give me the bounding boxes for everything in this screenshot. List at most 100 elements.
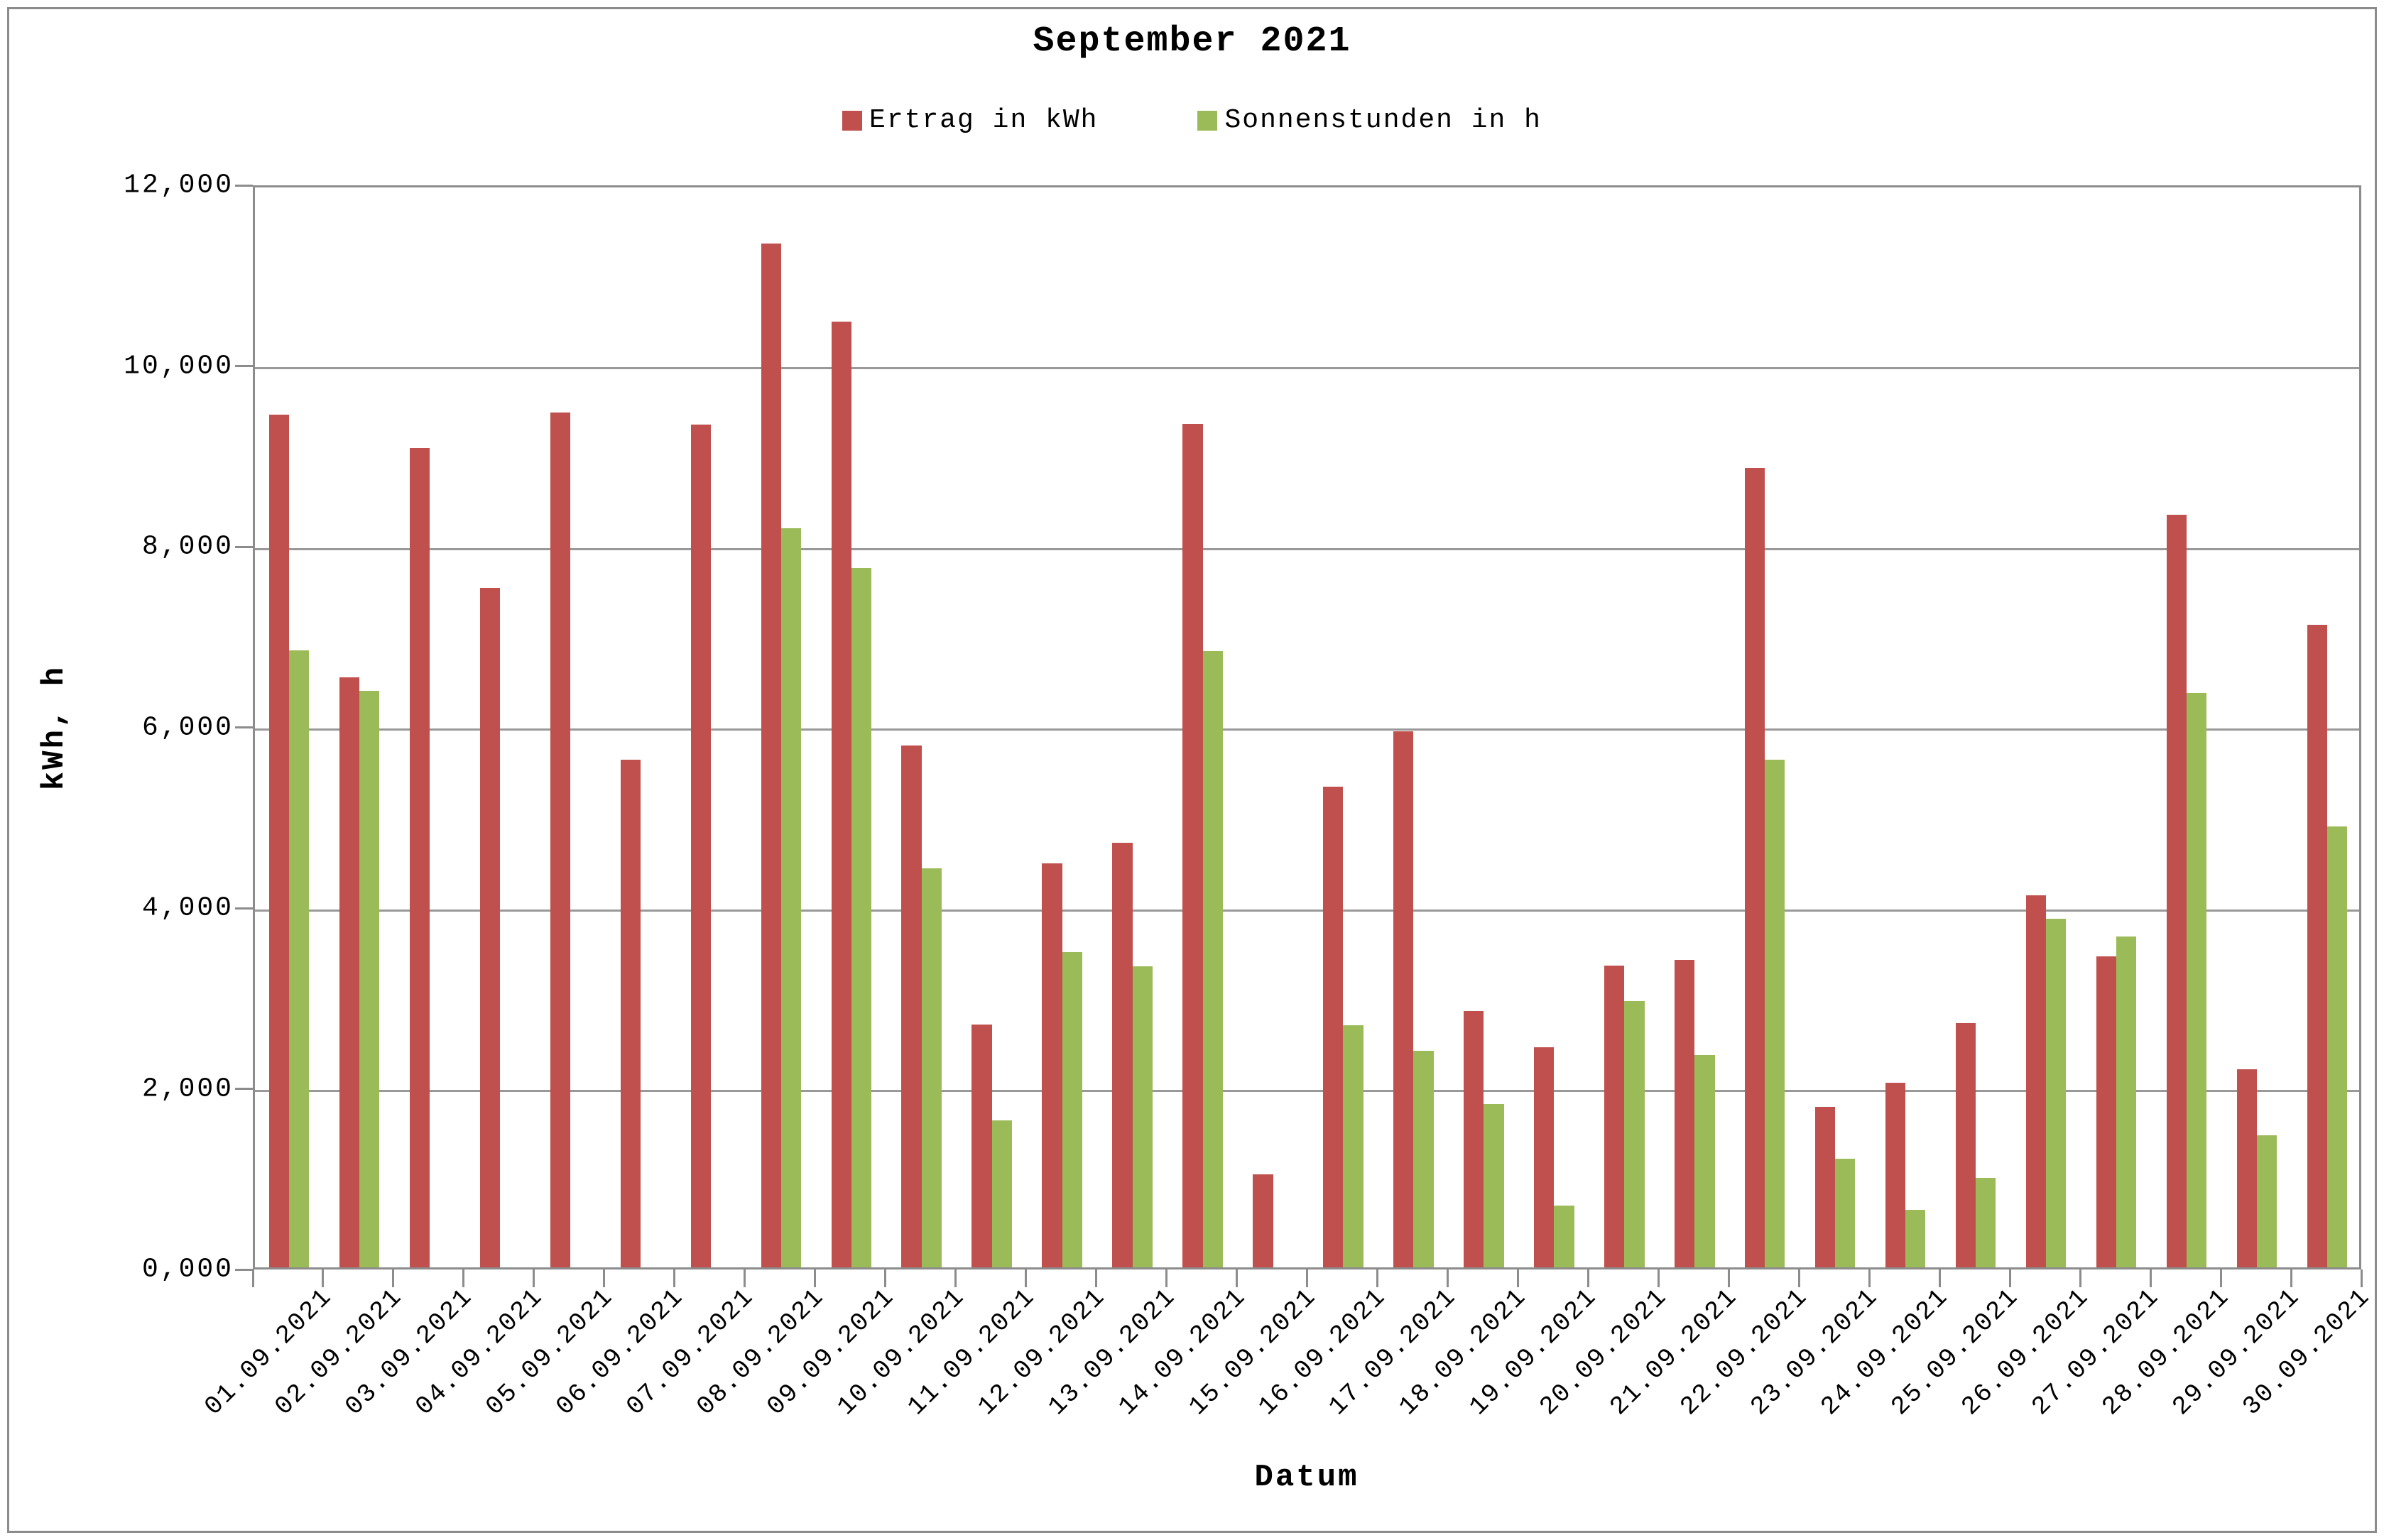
bar-group-19.09.2021 [1520,187,1590,1267]
bar-group-08.09.2021 [747,187,817,1267]
x-axis-tick [1938,1269,1941,1287]
y-axis-title: kWh, h [37,665,72,791]
y-tick-label: 8,000 [141,531,234,562]
sonnenstunden-bar-21.09.2021 [1694,1054,1715,1267]
y-axis-tick [235,365,253,367]
ertrag-bar-24.09.2021 [1885,1083,1906,1267]
sonnenstunden-bar-17.09.2021 [1413,1050,1434,1267]
ertrag-bar-22.09.2021 [1745,467,1765,1267]
x-axis-tick [814,1269,817,1287]
ertrag-bar-13.09.2021 [1112,842,1133,1267]
ertrag-bar-08.09.2021 [761,244,781,1267]
sonnenstunden-bar-29.09.2021 [2257,1135,2277,1267]
sonnenstunden-bar-16.09.2021 [1343,1025,1364,1267]
x-axis-tick [744,1269,746,1287]
bar-group-28.09.2021 [2152,187,2223,1267]
gridline [255,367,2359,369]
ertrag-bar-26.09.2021 [2025,895,2047,1267]
bar-group-27.09.2021 [2082,187,2152,1267]
bar-group-23.09.2021 [1801,187,1871,1267]
ertrag-bar-14.09.2021 [1182,423,1203,1267]
y-axis-tick [235,545,253,548]
bar-group-01.09.2021 [255,187,325,1267]
gridline [255,547,2359,550]
bar-group-20.09.2021 [1590,187,1660,1267]
x-axis-tick [1586,1269,1589,1287]
ertrag-bar-30.09.2021 [2307,625,2328,1267]
ertrag-bar-20.09.2021 [1604,966,1625,1267]
sonnenstunden-bar-18.09.2021 [1484,1103,1504,1267]
ertrag-bar-21.09.2021 [1675,960,1695,1267]
bar-group-04.09.2021 [466,187,536,1267]
x-axis-tick [2360,1269,2363,1287]
ertrag-bar-04.09.2021 [479,588,500,1267]
sonnenstunden-bar-14.09.2021 [1202,651,1223,1267]
legend-label: Sonnenstunden in h [1224,105,1542,136]
sonnenstunden-bar-24.09.2021 [1905,1209,1926,1267]
bar-group-24.09.2021 [1871,187,1942,1267]
gridline [255,909,2359,912]
bar-group-15.09.2021 [1239,187,1310,1267]
ertrag-bar-10.09.2021 [901,745,922,1267]
ertrag-bar-12.09.2021 [1042,863,1062,1267]
x-axis-tick [1727,1269,1730,1287]
sonnenstunden-bar-27.09.2021 [2116,936,2137,1267]
sonnenstunden-bar-26.09.2021 [2046,918,2067,1267]
y-axis-tick [235,726,253,728]
ertrag-bar-29.09.2021 [2236,1069,2258,1267]
sonnenstunden-bar-19.09.2021 [1554,1206,1574,1267]
ertrag-bar-11.09.2021 [971,1024,992,1267]
y-axis-tick [235,1088,253,1090]
bar-group-26.09.2021 [2012,187,2082,1267]
bar-group-29.09.2021 [2223,187,2293,1267]
x-axis-tick [1446,1269,1449,1287]
sonnenstunden-bar-13.09.2021 [1132,966,1153,1267]
x-axis-tick [1376,1269,1378,1287]
bar-group-30.09.2021 [2293,187,2363,1267]
ertrag-bar-25.09.2021 [1955,1023,1976,1267]
bar-group-03.09.2021 [396,187,466,1267]
figure-border [7,7,2377,1533]
x-axis-tick [673,1269,676,1287]
x-axis-tick [1306,1269,1308,1287]
x-axis-tick [2219,1269,2222,1287]
ertrag-bar-18.09.2021 [1464,1010,1484,1267]
bar-group-06.09.2021 [606,187,677,1267]
x-axis-tick [954,1269,957,1287]
y-tick-label: 10,000 [124,351,234,381]
x-axis-tick [2290,1269,2292,1287]
ertrag-bar-19.09.2021 [1534,1047,1555,1267]
sonnenstunden-bar-02.09.2021 [359,691,380,1267]
gridline [255,728,2359,731]
sonnenstunden-bar-30.09.2021 [2327,826,2348,1267]
x-axis-tick [322,1269,325,1287]
x-axis-tick [2008,1269,2011,1287]
bar-group-16.09.2021 [1310,187,1380,1267]
y-tick-label: 0,000 [141,1254,234,1285]
legend-label: Ertrag in kWh [869,105,1099,136]
ertrag-bar-16.09.2021 [1323,787,1344,1267]
legend-swatch-icon [1197,110,1218,131]
ertrag-bar-23.09.2021 [1815,1106,1836,1267]
bar-group-05.09.2021 [536,187,606,1267]
ertrag-bar-02.09.2021 [339,677,359,1267]
ertrag-bar-17.09.2021 [1393,731,1414,1267]
sonnenstunden-bar-10.09.2021 [921,868,942,1267]
ertrag-bar-27.09.2021 [2096,956,2117,1267]
legend-swatch-icon [842,110,863,131]
x-axis-tick [884,1269,887,1287]
bar-group-13.09.2021 [1099,187,1169,1267]
y-tick-label: 12,000 [124,170,234,201]
x-axis-tick [603,1269,606,1287]
legend: Ertrag in kWh Sonnenstunden in h [0,105,2384,136]
bar-group-10.09.2021 [888,187,958,1267]
bar-group-17.09.2021 [1379,187,1449,1267]
x-axis-tick [462,1269,465,1287]
sonnenstunden-bar-01.09.2021 [288,650,310,1267]
x-axis-tick [1797,1269,1800,1287]
bar-group-11.09.2021 [958,187,1028,1267]
legend-item-ertrag: Ertrag in kWh [842,105,1098,136]
bar-group-14.09.2021 [1169,187,1239,1267]
ertrag-bar-05.09.2021 [550,413,570,1267]
x-axis-tick [1165,1269,1168,1287]
